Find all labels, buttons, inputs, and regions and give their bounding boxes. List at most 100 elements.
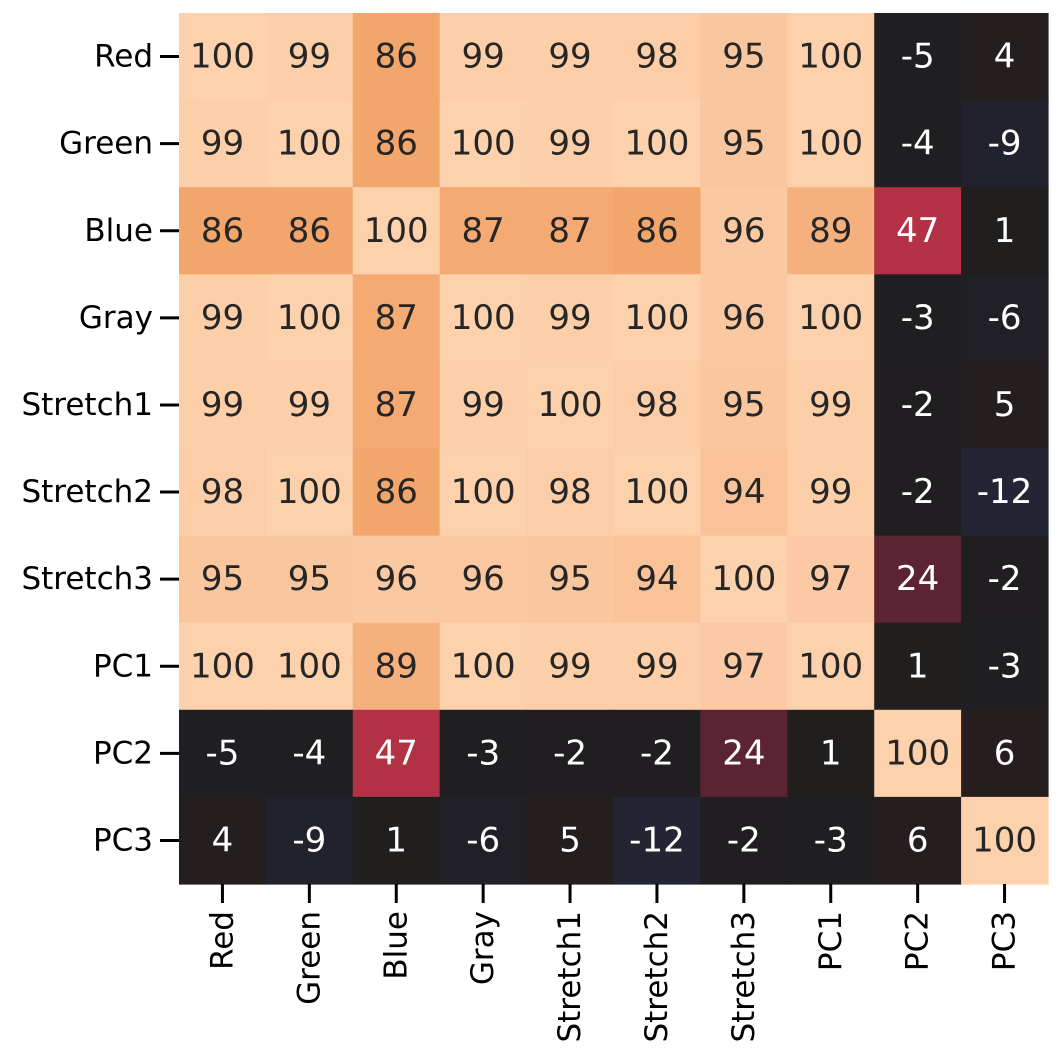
heatmap-cell <box>787 100 875 188</box>
heatmap-cell <box>179 535 267 624</box>
x-tick-label: Stretch2 <box>639 911 675 1043</box>
cell-value-label: 99 <box>548 37 591 77</box>
cell-value-label: 100 <box>277 646 342 686</box>
cell-value-label: 100 <box>798 298 863 338</box>
cell-value-label: 96 <box>375 559 418 599</box>
cell-value-label: 99 <box>548 124 591 164</box>
heatmap-cell <box>874 535 962 624</box>
heatmap-cell <box>179 622 267 711</box>
cell-value-label: 24 <box>722 733 765 773</box>
heatmap-cell <box>179 187 267 275</box>
heatmap-cell <box>265 448 354 537</box>
cell-value-label: 47 <box>375 733 418 773</box>
x-axis-ticks: Red Green Blue Gray Stretch1 Stretch2 Stretch3… <box>204 884 1023 1043</box>
heatmap-cell <box>961 13 1049 101</box>
cell-value-label: 100 <box>885 733 950 773</box>
cell-value-label: -2 <box>640 733 674 773</box>
cell-value-label: 86 <box>375 124 418 164</box>
cell-value-label: 100 <box>451 124 516 164</box>
x-tick-label: Stretch1 <box>552 911 588 1043</box>
heatmap-cell <box>613 448 701 537</box>
heatmap-cell <box>613 13 701 101</box>
heatmap-cell <box>265 796 354 885</box>
cell-value-label: 99 <box>809 385 852 425</box>
heatmap-cell <box>787 796 875 885</box>
cell-value-label: 100 <box>624 124 689 164</box>
heatmap-cell <box>961 448 1049 537</box>
cell-value-label: -3 <box>988 646 1022 686</box>
heatmap-cell <box>526 100 615 188</box>
heatmap-cell <box>526 187 615 275</box>
cell-value-label: 86 <box>375 472 418 512</box>
heatmap-cell <box>787 361 875 450</box>
cell-value-label: -4 <box>292 733 326 773</box>
cell-value-label: -2 <box>988 559 1022 599</box>
heatmap-cell <box>265 535 354 624</box>
cell-value-label: -2 <box>901 472 935 512</box>
heatmap-cell <box>874 13 962 101</box>
heatmap-cell <box>352 13 441 101</box>
heatmap-cell <box>961 274 1049 362</box>
cell-value-label: 99 <box>548 298 591 338</box>
cell-value-label: 86 <box>375 37 418 77</box>
heatmap-cell <box>874 274 962 362</box>
heatmap-cell <box>700 709 788 798</box>
cell-value-label: 95 <box>722 37 765 77</box>
y-tick-label: Green <box>59 126 153 162</box>
heatmap-cell <box>439 187 528 275</box>
cell-value-label: -2 <box>901 385 935 425</box>
y-axis-ticks: Red Green Blue Gray Stretch1 Stretch2 Stretch3… <box>21 39 179 858</box>
cell-value-label: -12 <box>629 820 685 860</box>
heatmap-cell <box>352 274 441 362</box>
heatmap-cell <box>961 187 1049 275</box>
heatmap-cell <box>265 13 354 101</box>
y-tick-label: Stretch2 <box>21 474 153 510</box>
heatmap-cell <box>265 274 354 362</box>
x-tick-label: PC2 <box>900 911 936 971</box>
cell-value-label: 95 <box>201 559 244 599</box>
heatmap-cell <box>613 187 701 275</box>
cell-value-label: 95 <box>288 559 331 599</box>
cell-value-label: 100 <box>798 124 863 164</box>
heatmap-cell <box>613 796 701 885</box>
cell-value-label: 100 <box>711 559 776 599</box>
heatmap-cell <box>700 274 788 362</box>
cell-value-label: 94 <box>635 559 678 599</box>
heatmap-cell <box>787 187 875 275</box>
heatmap-cell <box>613 622 701 711</box>
heatmap-cell <box>700 361 788 450</box>
cell-value-label: 100 <box>972 820 1037 860</box>
cells-layer: 100 99 86 99 99 98 95 100 -5 4 99 100 86 100 99 100 95 10… <box>179 13 1049 885</box>
x-tick-label: Gray <box>465 911 501 985</box>
y-tick-label: PC3 <box>93 822 153 858</box>
cell-value-label: 95 <box>722 385 765 425</box>
cell-value-label: 4 <box>212 820 234 860</box>
heatmap-cell <box>526 535 615 624</box>
heatmap-cell <box>700 13 788 101</box>
cell-value-label: -6 <box>466 820 500 860</box>
cell-value-label: 86 <box>635 211 678 251</box>
heatmap-cell <box>526 709 615 798</box>
cell-value-label: 100 <box>451 472 516 512</box>
cell-value-label: 100 <box>190 646 255 686</box>
cell-value-label: 96 <box>722 211 765 251</box>
heatmap-cell <box>439 100 528 188</box>
y-tick-label: PC1 <box>93 648 153 684</box>
heatmap-cell <box>179 709 267 798</box>
cell-value-label: -5 <box>205 733 239 773</box>
heatmap-cell <box>874 622 962 711</box>
heatmap-cell <box>700 535 788 624</box>
heatmap-cell <box>961 622 1049 711</box>
cell-value-label: 100 <box>277 298 342 338</box>
heatmap-cell <box>439 13 528 101</box>
heatmap-cell <box>613 709 701 798</box>
cell-value-label: 100 <box>364 211 429 251</box>
heatmap-cell <box>874 796 962 885</box>
cell-value-label: 99 <box>548 646 591 686</box>
cell-value-label: 96 <box>462 559 505 599</box>
y-tick-label: Red <box>94 39 153 75</box>
heatmap-cell <box>265 622 354 711</box>
cell-value-label: 99 <box>201 124 244 164</box>
cell-value-label: 99 <box>462 37 505 77</box>
